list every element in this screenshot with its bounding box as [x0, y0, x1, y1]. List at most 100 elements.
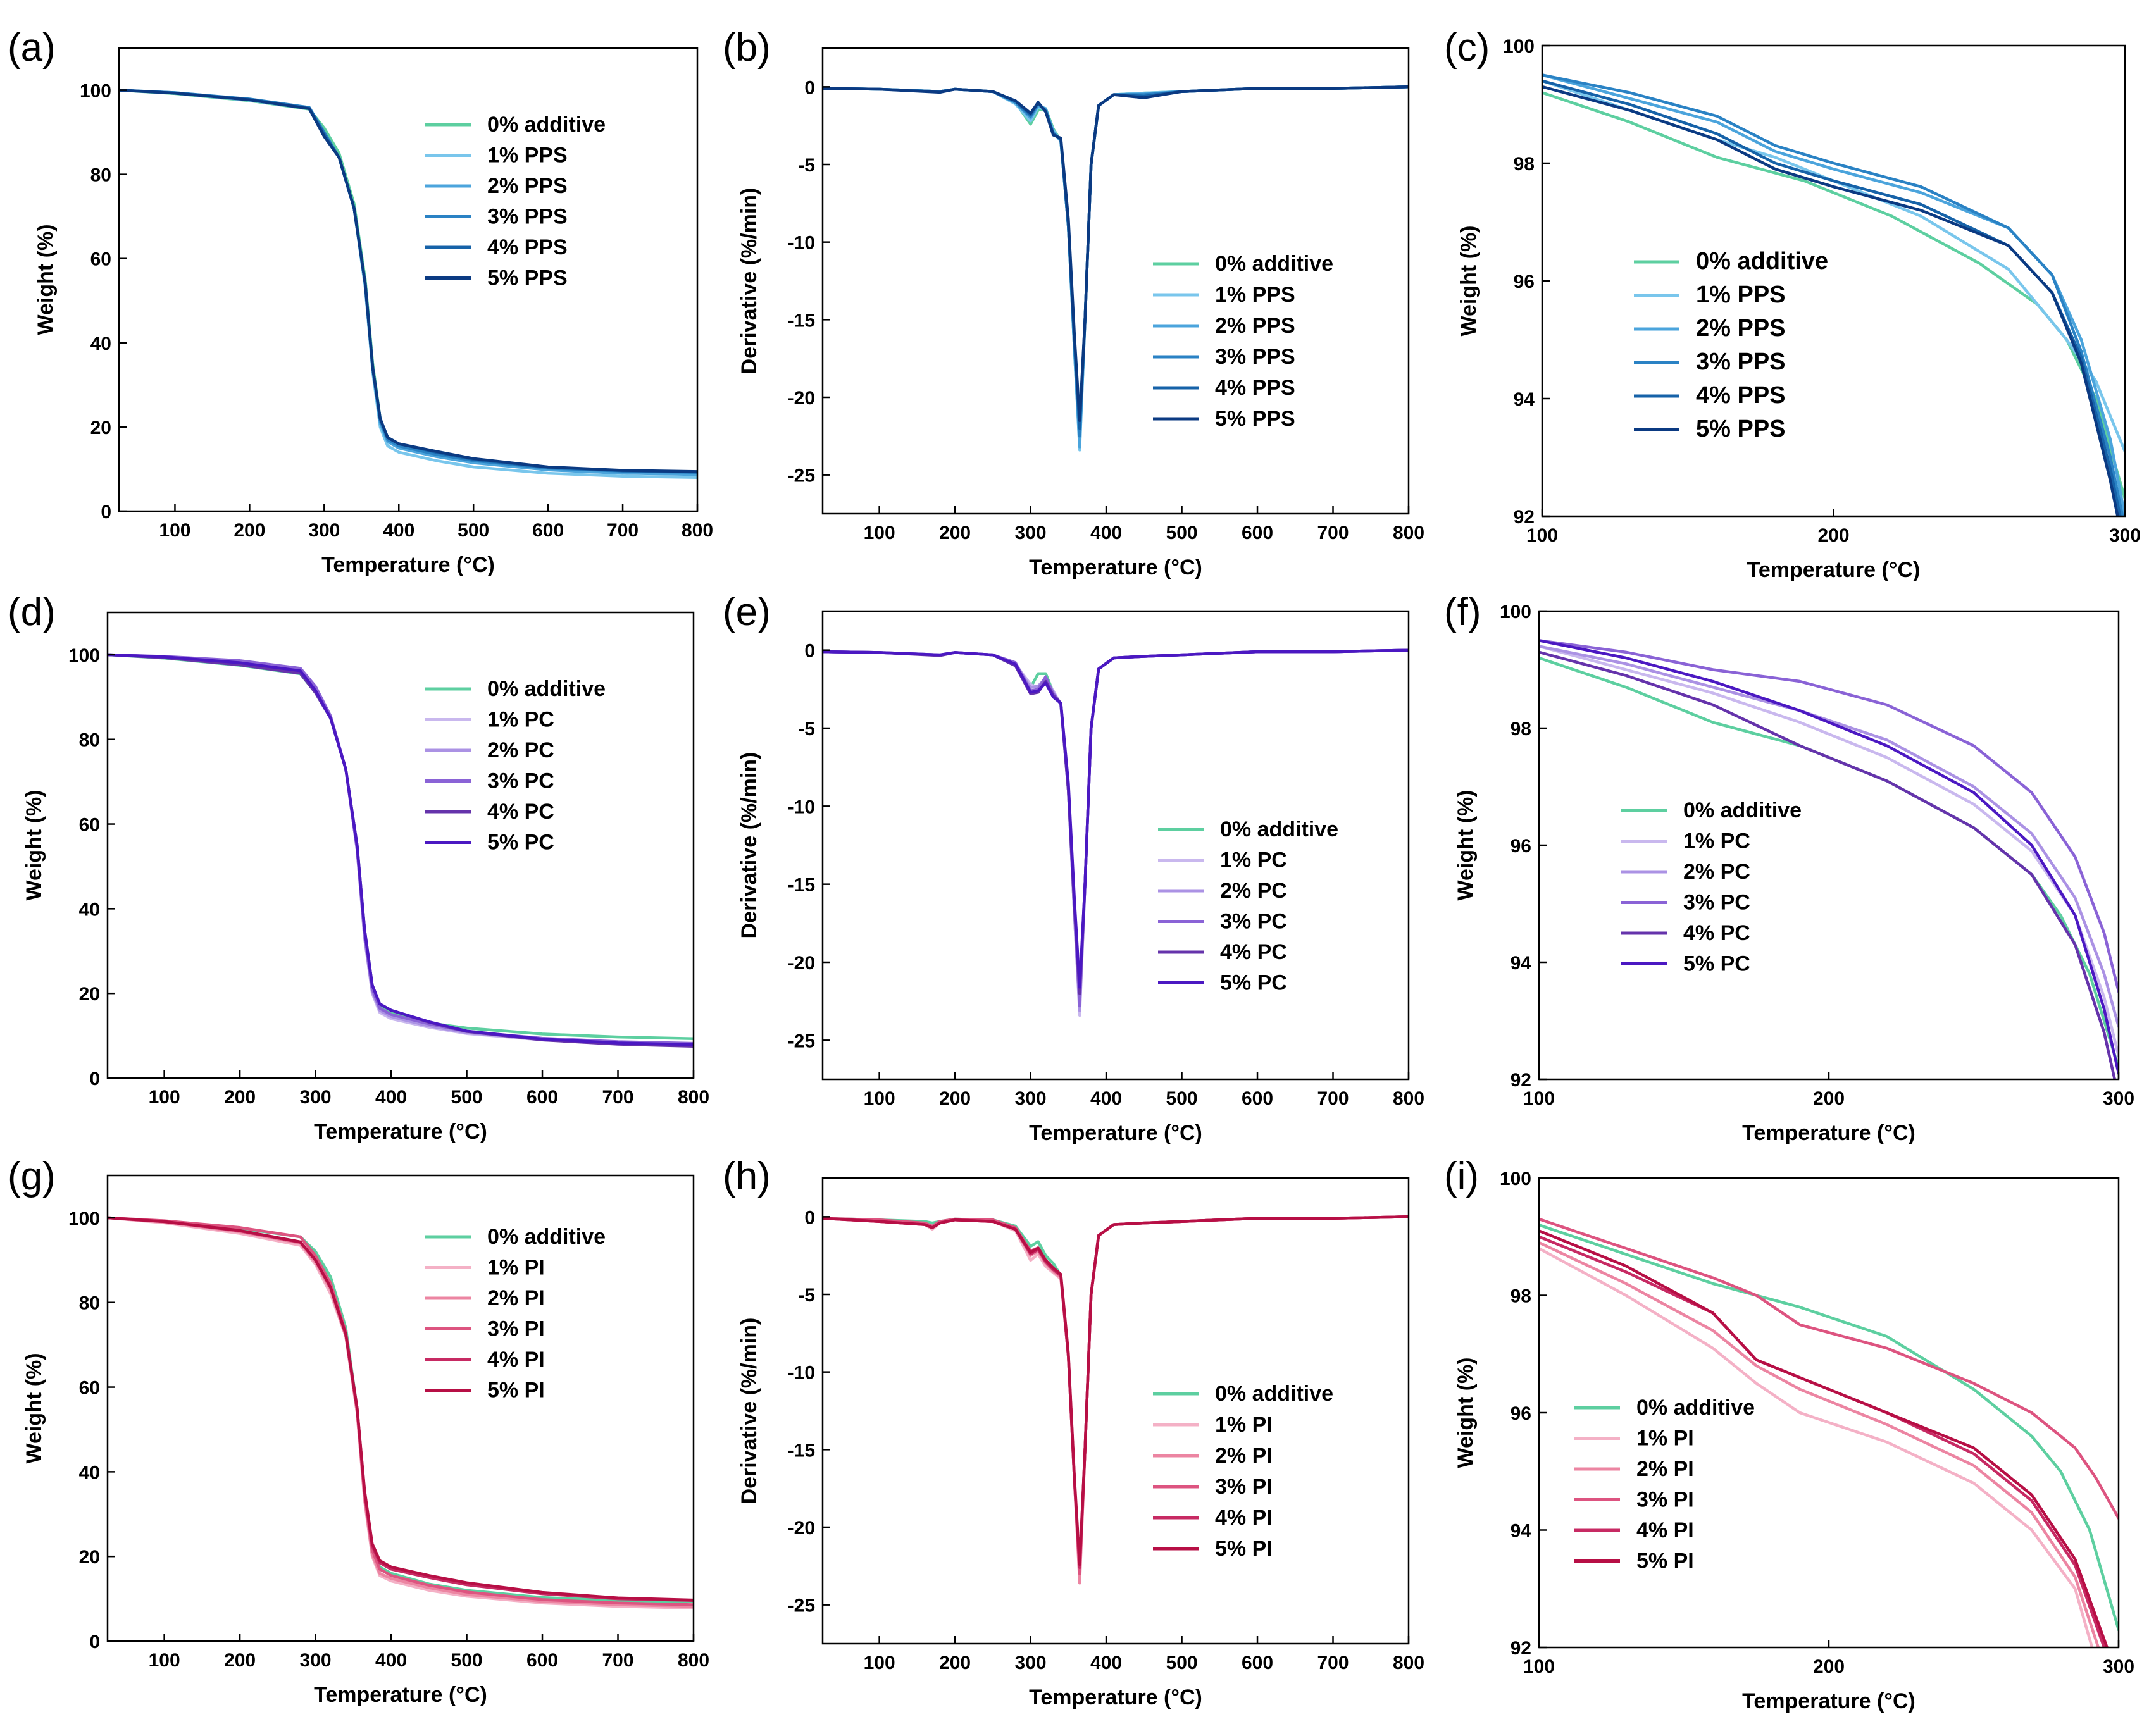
legend-label: 2% PC	[487, 738, 554, 762]
x-tick-label: 800	[1393, 1652, 1424, 1673]
legend-label: 1% PI	[1636, 1427, 1694, 1451]
legend-label: 3% PI	[487, 1317, 545, 1341]
legend-label: 3% PC	[487, 769, 554, 793]
x-tick-label: 500	[451, 1087, 483, 1108]
panel-label: (g)	[8, 1155, 56, 1198]
panel-label: (e)	[723, 590, 771, 634]
y-tick-label: -15	[788, 1440, 815, 1461]
legend-label: 5% PC	[1220, 971, 1287, 995]
x-tick-label: 300	[1015, 523, 1047, 543]
y-axis-title: Weight (%)	[34, 224, 58, 335]
x-tick-label: 300	[2103, 1656, 2134, 1677]
y-tick-label: 98	[1511, 1286, 1531, 1307]
series-line-2	[1539, 1247, 2094, 1647]
legend: 0% additive 1% PPS 2% PPS 3% PPS 4% PPS 5% PP…	[425, 113, 606, 290]
x-tick-label: 100	[1523, 1088, 1555, 1109]
plot-frame	[821, 1177, 1410, 1645]
legend-label: 0% additive	[1683, 798, 1802, 822]
series-line-5	[108, 653, 694, 1048]
legend-label: 0% additive	[487, 1225, 606, 1249]
plot-frame	[821, 47, 1410, 515]
series-line-1	[1539, 1223, 2119, 1632]
series-line-3	[119, 89, 697, 476]
legend-label: 4% PI	[487, 1348, 545, 1372]
legend-label: 5% PC	[487, 831, 554, 855]
x-tick-label: 800	[678, 1650, 709, 1671]
series-line-4	[108, 653, 694, 1045]
plot-frame	[1541, 44, 2126, 518]
series-line-5	[1539, 1235, 2106, 1647]
x-tick-label: 100	[159, 520, 190, 541]
y-tick-label: 0	[804, 77, 815, 98]
legend-label: 3% PC	[1220, 910, 1287, 934]
series-line-2	[108, 1216, 694, 1610]
legend-label: 2% PPS	[1215, 314, 1295, 338]
legend-label: 2% PI	[1215, 1444, 1273, 1468]
legend-label: 5% PPS	[487, 266, 568, 290]
legend-label: 4% PPS	[1696, 382, 1786, 409]
panel-label: (b)	[723, 26, 771, 70]
series-line-2	[119, 89, 697, 480]
x-tick-label: 700	[602, 1650, 633, 1671]
legend-label: 3% PI	[1215, 1475, 1273, 1499]
y-tick-label: 60	[90, 249, 111, 270]
x-axis-title: Temperature (°C)	[1742, 1121, 1915, 1145]
x-tick-label: 100	[864, 523, 895, 543]
series-line-3	[108, 653, 694, 1046]
x-tick-label: 200	[939, 1088, 971, 1109]
series-line-3	[1539, 1241, 2100, 1647]
x-tick-label: 600	[526, 1087, 558, 1108]
series-line-6	[1539, 639, 2119, 1076]
x-axis-title: Temperature (°C)	[1029, 1685, 1202, 1709]
y-tick-label: 100	[80, 81, 111, 102]
y-tick-label: -5	[798, 719, 815, 740]
x-axis-title: Temperature (°C)	[1029, 555, 1202, 580]
x-tick-label: 300	[1015, 1652, 1047, 1673]
y-tick-label: 40	[90, 333, 111, 354]
x-tick-label: 700	[1317, 523, 1349, 543]
series-line-1	[1542, 91, 2125, 500]
legend-label: 0% additive	[1220, 817, 1338, 841]
legend-label: 1% PC	[1683, 829, 1750, 853]
y-tick-label: 96	[1511, 1403, 1531, 1424]
y-axis-title: Derivative (%/min)	[737, 752, 761, 939]
y-axis-title: Weight (%)	[1454, 790, 1478, 900]
y-tick-label: 60	[79, 1378, 100, 1399]
panel-label: (c)	[1444, 26, 1490, 70]
x-tick-label: 400	[1090, 1652, 1122, 1673]
y-tick-label: 20	[79, 984, 100, 1005]
series-line-6	[108, 653, 694, 1046]
x-axis-title: Temperature (°C)	[1747, 558, 1921, 582]
y-tick-label: -20	[788, 388, 815, 409]
legend-label: 1% PC	[1220, 848, 1287, 872]
legend: 0% additive 1% PC 2% PC 3% PC 4% PC 5% PC	[1621, 798, 1802, 976]
x-tick-label: 800	[1393, 523, 1424, 543]
legend-label: 3% PPS	[1215, 345, 1295, 369]
legend-label: 2% PPS	[487, 174, 568, 198]
y-tick-label: 0	[804, 641, 815, 662]
series-line-6	[823, 648, 1409, 989]
y-tick-label: 0	[89, 1069, 100, 1089]
y-tick-label: -5	[798, 1285, 815, 1306]
panel-label: (a)	[8, 26, 56, 70]
legend-label: 1% PPS	[1215, 283, 1295, 307]
y-tick-label: 40	[79, 899, 100, 920]
series-line-1	[108, 653, 694, 1041]
legend: 0% additive 1% PI 2% PI 3% PI 4% PI 5% PI	[1153, 1382, 1333, 1561]
series-line-4	[1539, 1217, 2119, 1520]
series-line-2	[108, 653, 694, 1047]
panel-label: (d)	[8, 590, 56, 634]
series-line-3	[108, 1216, 694, 1608]
y-tick-label: 80	[79, 1293, 100, 1314]
y-tick-label: -10	[788, 233, 815, 254]
series-line-2	[1542, 79, 2125, 453]
x-tick-label: 700	[1317, 1652, 1349, 1673]
y-axis-title: Derivative (%/min)	[737, 188, 761, 375]
y-tick-label: 80	[79, 730, 100, 751]
legend-label: 4% PI	[1215, 1506, 1273, 1530]
y-tick-label: 40	[79, 1462, 100, 1483]
x-tick-label: 400	[375, 1650, 407, 1671]
y-tick-label: -5	[798, 155, 815, 176]
x-tick-label: 500	[458, 520, 489, 541]
x-tick-label: 800	[678, 1087, 709, 1108]
